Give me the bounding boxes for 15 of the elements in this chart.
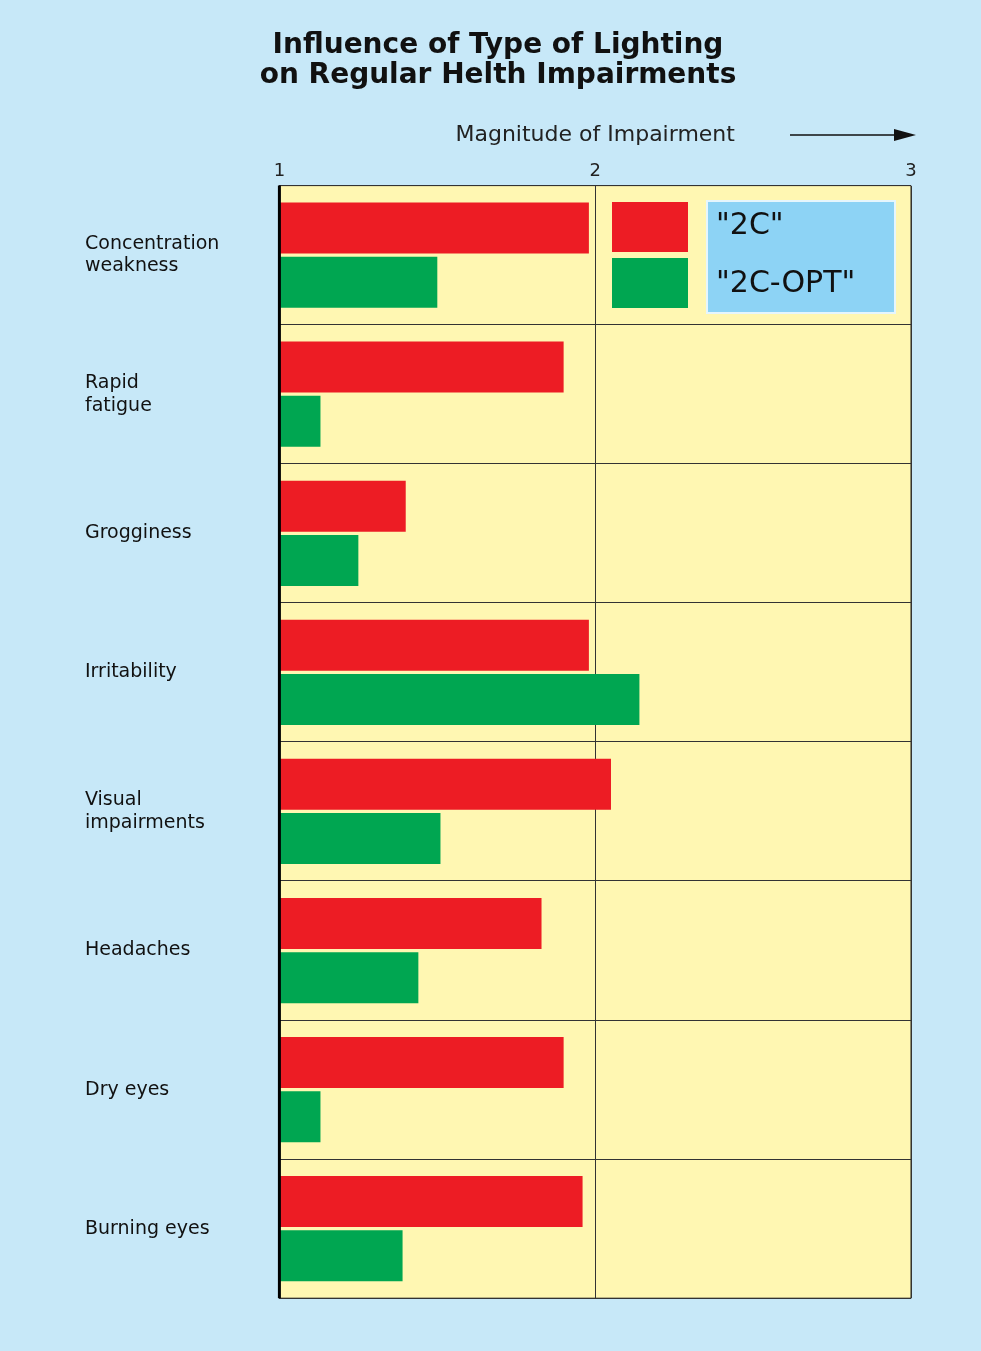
legend-label: "2C"	[716, 206, 785, 242]
y-tick-label: Concentration weakness	[85, 230, 220, 276]
legend-label: "2C-OPT"	[716, 264, 857, 300]
x-tick-label: 2	[589, 159, 601, 181]
y-tick-label: Grogginess	[85, 520, 192, 543]
y-tick-label: Rapid fatigue	[85, 369, 152, 415]
x-tick-label: 3	[905, 159, 917, 181]
y-tick-label: Headaches	[85, 937, 191, 960]
y-tick-label: Dry eyes	[85, 1076, 170, 1099]
chart-title: Influence of Type of Lighting on Regular Helth Impairments	[259, 26, 737, 91]
y-tick-label: Irritability	[85, 659, 177, 682]
y-tick-label: Visual impairments	[85, 786, 205, 832]
x-tick-label: 1	[273, 159, 286, 181]
x-axis-title: Magnitude of Impairment	[455, 120, 736, 146]
y-tick-label: Burning eyes	[85, 1215, 210, 1238]
